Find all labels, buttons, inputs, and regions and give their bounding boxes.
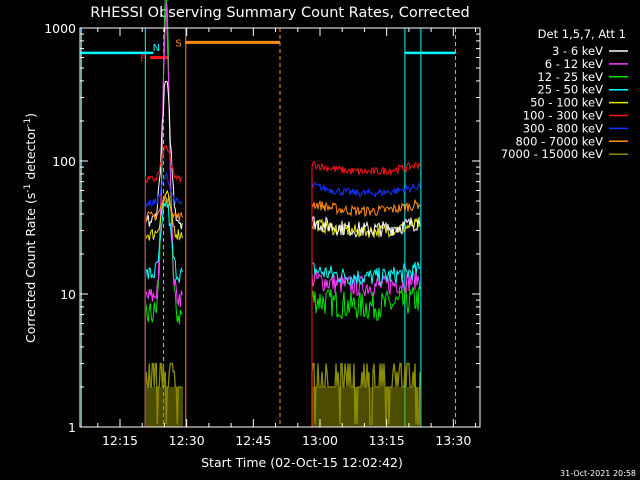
y-tick-label-0: 1 <box>68 420 76 435</box>
legend-label-0: 3 - 6 keV <box>552 44 603 58</box>
x-tick-label-5: 13:30 <box>435 433 471 448</box>
series-100-300-kev-segment-1 <box>311 160 421 427</box>
legend-label-7: 800 - 7000 keV <box>515 134 603 148</box>
legend-label-4: 50 - 100 keV <box>530 96 603 110</box>
plot-frame <box>79 27 481 428</box>
series-25-50-kev-segment-0 <box>144 197 183 427</box>
legend-label-5: 100 - 300 keV <box>523 109 603 123</box>
x-axis: 12:15 12:30 12:45 13:00 13:15 13:30 <box>97 28 477 448</box>
series-3-6-kev-segment-0 <box>144 80 183 427</box>
x-tick-label-3: 13:00 <box>302 433 338 448</box>
y-axis-label: Corrected Count Rate (s-1 detector-1) <box>23 113 38 343</box>
series-7000-15000-kev-fill-1 <box>312 386 421 427</box>
legend-label-2: 12 - 25 keV <box>537 70 603 84</box>
x-tick-label-0: 12:15 <box>102 433 138 448</box>
series-800-7000-kev-segment-1 <box>311 199 421 427</box>
series-6-12-kev-segment-1 <box>311 268 421 427</box>
y-tick-label-2: 100 <box>52 154 76 169</box>
legend-title: Det 1,5,7, Att 1 <box>538 27 626 41</box>
x-tick-label-1: 12:30 <box>169 433 205 448</box>
x-tick-label-2: 12:45 <box>235 433 271 448</box>
chart-title: RHESSI Observing Summary Count Rates, Co… <box>90 5 470 21</box>
series-300-800-kev-segment-1 <box>311 181 421 427</box>
flag-label-S: S <box>175 38 181 49</box>
data-layer: FN S <box>80 0 457 427</box>
legend-label-1: 6 - 12 keV <box>545 57 603 71</box>
flag-label-F: F <box>140 54 146 65</box>
legend-label-6: 300 - 800 keV <box>523 121 603 135</box>
series-100-300-kev-segment-0 <box>144 145 183 427</box>
series-12-25-kev-segment-1 <box>311 286 421 427</box>
series-300-800-kev-segment-0 <box>144 172 183 427</box>
x-tick-label-4: 13:15 <box>369 433 405 448</box>
series-25-50-kev-segment-1 <box>311 261 421 427</box>
legend-label-3: 25 - 50 keV <box>537 83 603 97</box>
series-50-100-kev-segment-0 <box>144 189 183 427</box>
series-3-6-kev-segment-1 <box>311 216 421 427</box>
footer-timestamp: 31-Oct-2021 20:58 <box>560 469 636 478</box>
legend-label-8: 7000 - 15000 keV <box>501 147 603 161</box>
series-7000-15000-kev-fill-0 <box>145 386 184 427</box>
series-800-7000-kev-segment-0 <box>144 193 183 427</box>
x-axis-label: Start Time (02-Oct-15 12:02:42) <box>201 455 403 470</box>
y-tick-label-3: 1000 <box>44 21 76 36</box>
y-axis: 1 10 100 1000 <box>44 21 480 435</box>
y-tick-label-1: 10 <box>60 287 76 302</box>
series-6-12-kev-segment-0 <box>144 2 183 427</box>
flag-label-N: N <box>153 43 160 54</box>
